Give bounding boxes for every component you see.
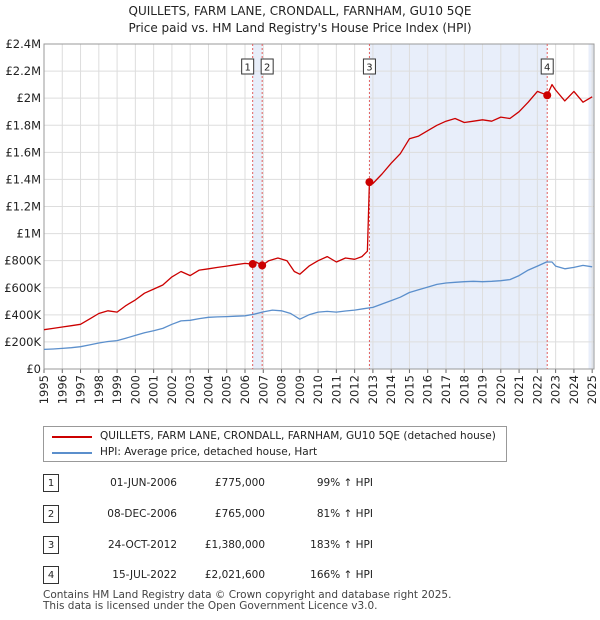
transaction-label-text: 1 bbox=[244, 63, 250, 74]
x-tick-label: 1996 bbox=[55, 375, 69, 404]
transaction-marker: 1 bbox=[43, 474, 59, 492]
transaction-label: 4 bbox=[540, 58, 554, 75]
transaction-point bbox=[248, 260, 257, 269]
footer-credits: Contains HM Land Registry data © Crown c… bbox=[43, 590, 451, 612]
y-tick-label: £0 bbox=[26, 362, 41, 376]
x-tick-label: 2007 bbox=[256, 375, 270, 404]
transaction-marker: 4 bbox=[43, 566, 59, 584]
x-tick-label: 2000 bbox=[128, 375, 142, 404]
transaction-hpi-change: 81% ↑ HPI bbox=[316, 508, 373, 520]
transaction-label-text: 2 bbox=[264, 63, 270, 74]
x-tick-label: 2009 bbox=[293, 375, 307, 404]
transaction-price: £2,021,600 bbox=[204, 569, 265, 581]
x-tick-label: 2019 bbox=[476, 375, 490, 404]
footer-copyright: Contains HM Land Registry data © Crown c… bbox=[43, 589, 452, 601]
transaction-label-box bbox=[260, 58, 274, 75]
y-tick-label: £1.4M bbox=[5, 172, 41, 186]
transaction-point bbox=[365, 178, 374, 187]
transaction-label-box bbox=[362, 58, 376, 75]
y-tick-label: £1.6M bbox=[5, 145, 41, 159]
x-tick-label: 2004 bbox=[201, 375, 215, 404]
x-tick-label: 2006 bbox=[238, 375, 252, 404]
transaction-label: 2 bbox=[260, 58, 274, 75]
transaction-label-box bbox=[241, 58, 255, 75]
x-tick-label: 2003 bbox=[183, 375, 197, 404]
x-tick-label: 2018 bbox=[457, 375, 471, 404]
transaction-label: 1 bbox=[241, 58, 255, 75]
x-tick-label: 2010 bbox=[311, 375, 325, 404]
x-tick-label: 2013 bbox=[366, 375, 380, 404]
y-tick-label: £800K bbox=[4, 254, 41, 268]
x-tick-label: 2022 bbox=[530, 375, 544, 404]
transaction-price: £765,000 bbox=[214, 508, 265, 520]
transaction-point bbox=[258, 261, 267, 270]
property-price-line bbox=[43, 83, 593, 331]
x-tick-label: 2021 bbox=[512, 375, 526, 404]
x-tick-label: 1997 bbox=[74, 375, 88, 404]
transaction-label-text: 4 bbox=[544, 63, 550, 74]
x-tick-label: 1998 bbox=[92, 375, 106, 404]
plot-border bbox=[43, 43, 595, 370]
chart-legend: QUILLETS, FARM LANE, CRONDALL, FARNHAM, … bbox=[43, 426, 507, 462]
transaction-label-box bbox=[540, 58, 554, 75]
legend-label-hpi: HPI: Average price, detached house, Hart bbox=[100, 446, 318, 458]
transaction-marker: 2 bbox=[43, 505, 59, 523]
footer-licence: This data is licensed under the Open Gov… bbox=[43, 600, 378, 612]
x-tick-label: 2016 bbox=[421, 375, 435, 404]
y-tick-label: £600K bbox=[4, 281, 41, 295]
x-tick-label: 2024 bbox=[567, 375, 581, 404]
chart-title: QUILLETS, FARM LANE, CRONDALL, FARNHAM, … bbox=[128, 4, 472, 18]
y-tick-label: £400K bbox=[4, 308, 41, 322]
chart-subtitle: Price paid vs. HM Land Registry's House … bbox=[128, 21, 472, 35]
y-tick-label: £2M bbox=[16, 91, 41, 105]
transaction-date: 01-JUN-2006 bbox=[110, 477, 177, 489]
legend-swatch-property bbox=[52, 436, 92, 438]
y-tick-label: £1M bbox=[16, 227, 41, 241]
x-tick-label: 2014 bbox=[384, 375, 398, 404]
transaction-hpi-change: 166% ↑ HPI bbox=[310, 569, 373, 581]
x-tick-label: 2025 bbox=[585, 375, 599, 404]
legend-swatch-hpi bbox=[52, 452, 92, 454]
transaction-hpi-change: 99% ↑ HPI bbox=[316, 477, 373, 489]
x-tick-label: 2023 bbox=[549, 375, 563, 404]
x-tick-label: 2008 bbox=[275, 375, 289, 404]
y-tick-label: £1.8M bbox=[5, 118, 41, 132]
x-tick-label: 2002 bbox=[165, 375, 179, 404]
x-tick-label: 2005 bbox=[220, 375, 234, 404]
x-tick-label: 1995 bbox=[37, 375, 51, 404]
transaction-point bbox=[543, 91, 552, 100]
transaction-price: £775,000 bbox=[214, 477, 265, 489]
x-tick-label: 1999 bbox=[110, 375, 124, 404]
x-tick-label: 2017 bbox=[439, 375, 453, 404]
x-tick-label: 2001 bbox=[147, 375, 161, 404]
hpi-line bbox=[43, 261, 593, 351]
transaction-date: 08-DEC-2006 bbox=[107, 508, 177, 520]
transaction-label-text: 3 bbox=[366, 63, 372, 74]
x-tick-label: 2015 bbox=[402, 375, 416, 404]
y-tick-label: £2.2M bbox=[5, 64, 41, 78]
y-tick-label: £1.2M bbox=[5, 200, 41, 214]
x-tick-label: 2012 bbox=[348, 375, 362, 404]
transaction-date: 15-JUL-2022 bbox=[112, 569, 177, 581]
price-chart: £0 £200K £400K £600K £800K £1M £1.2M £1.4M £1.6M… bbox=[4, 37, 599, 404]
legend-label-property: QUILLETS, FARM LANE, CRONDALL, FARNHAM, … bbox=[100, 430, 496, 442]
x-tick-label: 2020 bbox=[494, 375, 508, 404]
y-tick-label: £200K bbox=[4, 335, 41, 349]
transaction-label: 3 bbox=[362, 58, 376, 75]
transaction-date: 24-OCT-2012 bbox=[108, 539, 177, 551]
transaction-price: £1,380,000 bbox=[204, 539, 265, 551]
transaction-hpi-change: 183% ↑ HPI bbox=[310, 539, 373, 551]
x-tick-label: 2011 bbox=[329, 375, 343, 404]
transaction-marker: 3 bbox=[43, 536, 59, 554]
y-tick-label: £2.4M bbox=[5, 37, 41, 51]
